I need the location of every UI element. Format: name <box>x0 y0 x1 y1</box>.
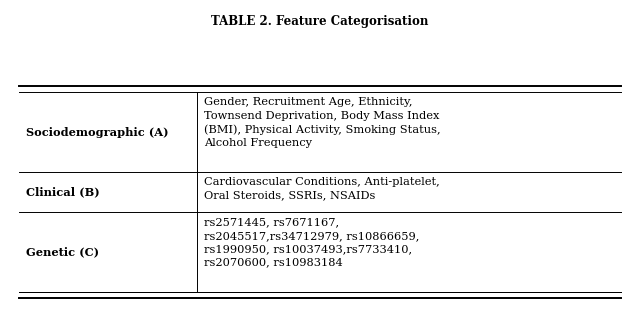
Text: rs2571445, rs7671167,
rs2045517,rs34712979, rs10866659,
rs1990950, rs10037493,rs: rs2571445, rs7671167, rs2045517,rs347129… <box>204 218 420 267</box>
Text: Genetic (C): Genetic (C) <box>26 247 99 258</box>
Text: Cardiovascular Conditions, Anti-platelet,
Oral Steroids, SSRIs, NSAIDs: Cardiovascular Conditions, Anti-platelet… <box>204 177 440 201</box>
Text: Clinical (B): Clinical (B) <box>26 187 99 197</box>
Text: Sociodemographic (A): Sociodemographic (A) <box>26 126 168 138</box>
Text: TABLE 2. Feature Categorisation: TABLE 2. Feature Categorisation <box>211 15 429 28</box>
Text: Gender, Recruitment Age, Ethnicity,
Townsend Deprivation, Body Mass Index
(BMI),: Gender, Recruitment Age, Ethnicity, Town… <box>204 97 441 148</box>
